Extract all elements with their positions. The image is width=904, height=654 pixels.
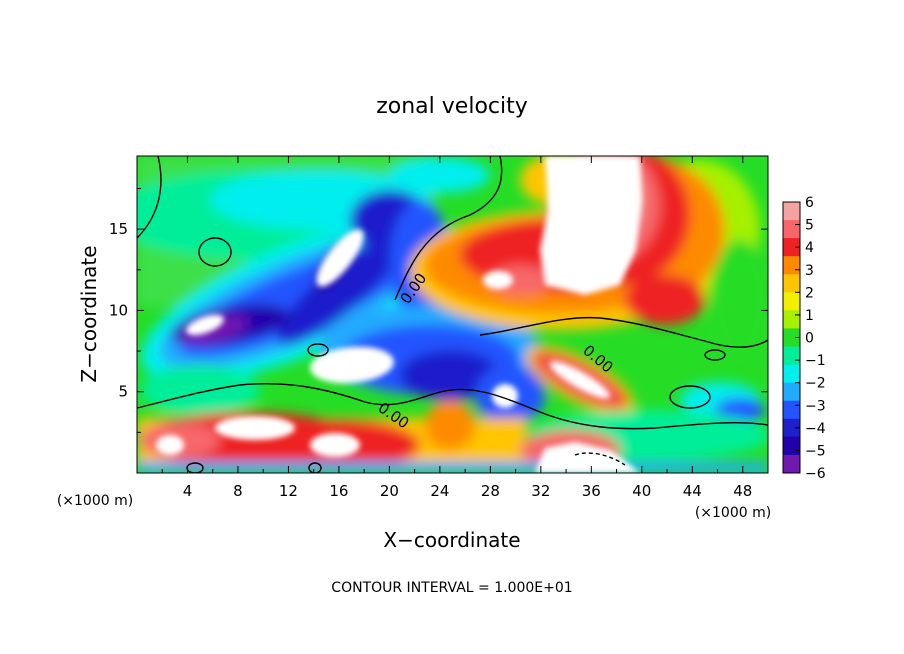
colorbar-swatch	[783, 382, 800, 402]
colorbar-swatch	[783, 346, 800, 366]
colorbar-label: 3	[805, 263, 814, 279]
colorbar-label: 6	[805, 195, 814, 211]
heatmap-field: 0.00 0.00 0.00	[137, 156, 768, 473]
x-tick-label: 44	[683, 482, 702, 500]
x-tick-label: 48	[733, 482, 752, 500]
colorbar-swatch	[783, 400, 800, 420]
colorbar-label: 5	[805, 218, 814, 234]
x-unit-right: (×1000 m)	[695, 505, 771, 521]
colorbar-swatch	[783, 436, 800, 456]
colorbar-label: 2	[805, 285, 814, 301]
colorbar: 6 5 4 3 2 1 0 −1 −2 −3 −4 −5 −6	[782, 195, 826, 482]
colorbar-label: −4	[805, 421, 826, 437]
colorbar-swatch	[783, 364, 800, 384]
x-tick-label: 20	[380, 482, 399, 500]
colorbar-swatch	[783, 220, 800, 239]
x-tick-label: 24	[430, 482, 449, 500]
x-tick-label: 8	[233, 482, 243, 500]
y-tick-label: 5	[118, 383, 128, 401]
colorbar-swatch	[783, 292, 800, 311]
x-tick-label: 4	[183, 482, 193, 500]
x-tick-label: 12	[279, 482, 298, 500]
colorbar-label: −2	[805, 376, 826, 392]
colorbar-label: −1	[805, 353, 826, 369]
x-axis: 4 8 12 16 20 24 28 32 36 40 44 48	[161, 156, 752, 500]
colorbar-swatch	[783, 256, 800, 275]
plot-frame	[136, 155, 769, 474]
colorbar-swatch	[783, 328, 800, 348]
chart-title: zonal velocity	[376, 94, 528, 119]
x-axis-label: X−coordinate	[383, 528, 520, 552]
colorbar-swatch	[783, 418, 800, 438]
colorbar-label: −5	[805, 443, 826, 459]
colorbar-label: 0	[805, 331, 814, 347]
y-tick-label: 15	[109, 220, 128, 238]
colorbar-label: 4	[805, 240, 814, 256]
colorbar-swatch	[783, 202, 800, 221]
contour-interval-note: CONTOUR INTERVAL = 1.000E+01	[331, 580, 572, 596]
x-tick-label: 40	[632, 482, 651, 500]
x-tick-label: 16	[329, 482, 348, 500]
colorbar-swatch	[783, 454, 800, 474]
colorbar-label: 1	[805, 308, 814, 324]
colorbar-label: −6	[805, 466, 826, 482]
x-tick-label: 32	[531, 482, 550, 500]
y-tick-label: 10	[109, 301, 128, 319]
x-tick-label: 28	[481, 482, 500, 500]
y-axis-label: Z−coordinate	[77, 245, 101, 382]
colorbar-label: −3	[805, 398, 826, 414]
colorbar-swatch	[783, 274, 800, 293]
x-unit-left: (×1000 m)	[57, 493, 133, 509]
colorbar-swatch	[783, 310, 800, 329]
y-axis: 5 10 15	[109, 188, 768, 433]
x-tick-label: 36	[582, 482, 601, 500]
colorbar-swatch	[783, 238, 800, 257]
